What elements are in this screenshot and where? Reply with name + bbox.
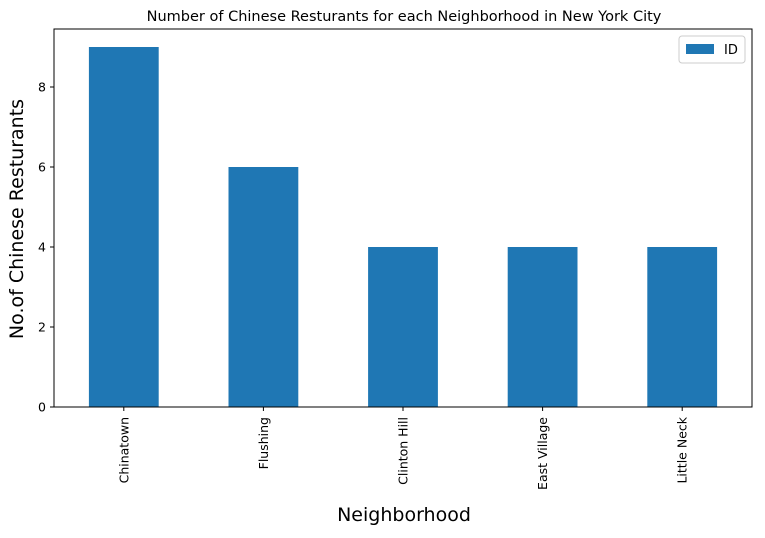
bar-east-village <box>507 247 578 407</box>
x-axis-label: Neighborhood <box>337 504 471 526</box>
plot-frame <box>53 28 753 408</box>
bar-chinatown <box>88 47 159 407</box>
legend: ID <box>678 35 746 64</box>
x-tick-label: Clinton Hill <box>396 417 411 485</box>
y-tick-label: 2 <box>38 320 46 335</box>
x-tick-label: Flushing <box>256 417 271 469</box>
chart-title: Number of Chinese Resturants for each Ne… <box>147 9 662 25</box>
x-tick-label: Little Neck <box>675 416 690 483</box>
x-tick-label: Chinatown <box>116 417 131 483</box>
y-tick-label: 0 <box>38 400 46 415</box>
legend-label: ID <box>724 43 738 58</box>
legend-swatch <box>686 44 714 54</box>
y-tick-label: 8 <box>38 80 46 95</box>
bar-little-neck <box>647 247 718 407</box>
y-tick-label: 4 <box>38 240 46 255</box>
bar-clinton-hill <box>368 247 438 407</box>
x-tick-label: East Village <box>535 417 550 490</box>
bar-flushing <box>228 167 299 407</box>
plot-area: 0 2 4 6 8 Chinatown Flushing Clinton Hill East V… <box>38 47 718 490</box>
y-axis-label: No.of Chinese Resturants <box>6 99 28 339</box>
y-tick-label: 6 <box>38 160 46 175</box>
